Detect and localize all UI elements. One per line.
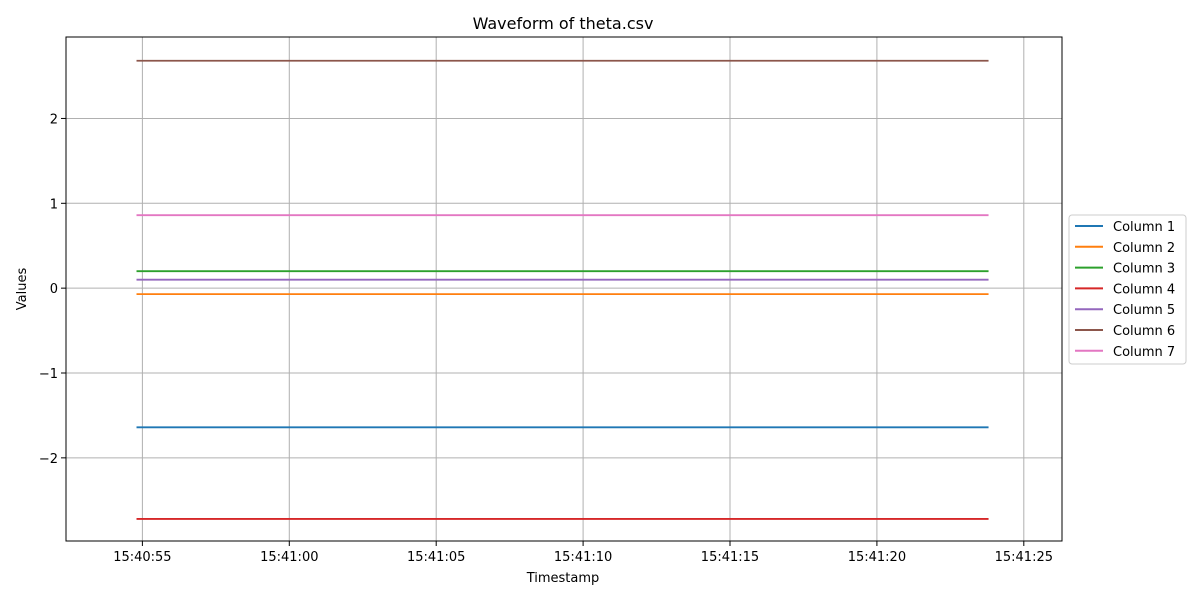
x-tick-label: 15:41:25 bbox=[995, 550, 1053, 565]
x-axis-ticks: 15:40:55 15:41:00 15:41:05 15:41:10 15:41:15… bbox=[113, 541, 1053, 565]
legend-label: Column 3 bbox=[1113, 262, 1175, 277]
series-lines bbox=[136, 59, 989, 520]
y-tick-label: 0 bbox=[50, 282, 58, 297]
x-tick-label: 15:41:15 bbox=[701, 550, 759, 565]
x-tick-label: 15:41:20 bbox=[848, 550, 906, 565]
legend-label: Column 5 bbox=[1113, 303, 1175, 318]
x-tick-label: 15:41:00 bbox=[260, 550, 318, 565]
legend-label: Column 7 bbox=[1113, 345, 1175, 360]
y-axis-label: Values bbox=[15, 268, 30, 311]
y-tick-label: 2 bbox=[50, 112, 58, 127]
x-tick-label: 15:41:10 bbox=[554, 550, 612, 565]
y-tick-label: −2 bbox=[39, 452, 58, 467]
x-axis-label: Timestamp bbox=[526, 571, 600, 586]
legend-label: Column 1 bbox=[1113, 220, 1175, 235]
legend: Column 1 Column 2 Column 3 Column 4 Column 5… bbox=[1068, 214, 1187, 365]
x-tick-label: 15:40:55 bbox=[113, 550, 171, 565]
plot-area-frame bbox=[65, 36, 1063, 542]
legend-label: Column 6 bbox=[1113, 324, 1175, 339]
legend-label: Column 4 bbox=[1113, 282, 1175, 297]
grid-lines bbox=[66, 37, 1062, 541]
y-tick-label: 1 bbox=[50, 197, 58, 212]
y-tick-label: −1 bbox=[39, 367, 58, 382]
legend-label: Column 2 bbox=[1113, 241, 1175, 256]
x-tick-label: 15:41:05 bbox=[407, 550, 465, 565]
legend-box bbox=[1068, 214, 1187, 365]
chart-title: Waveform of theta.csv bbox=[473, 14, 654, 33]
y-axis-ticks: −2 −1 0 1 2 bbox=[39, 112, 66, 467]
